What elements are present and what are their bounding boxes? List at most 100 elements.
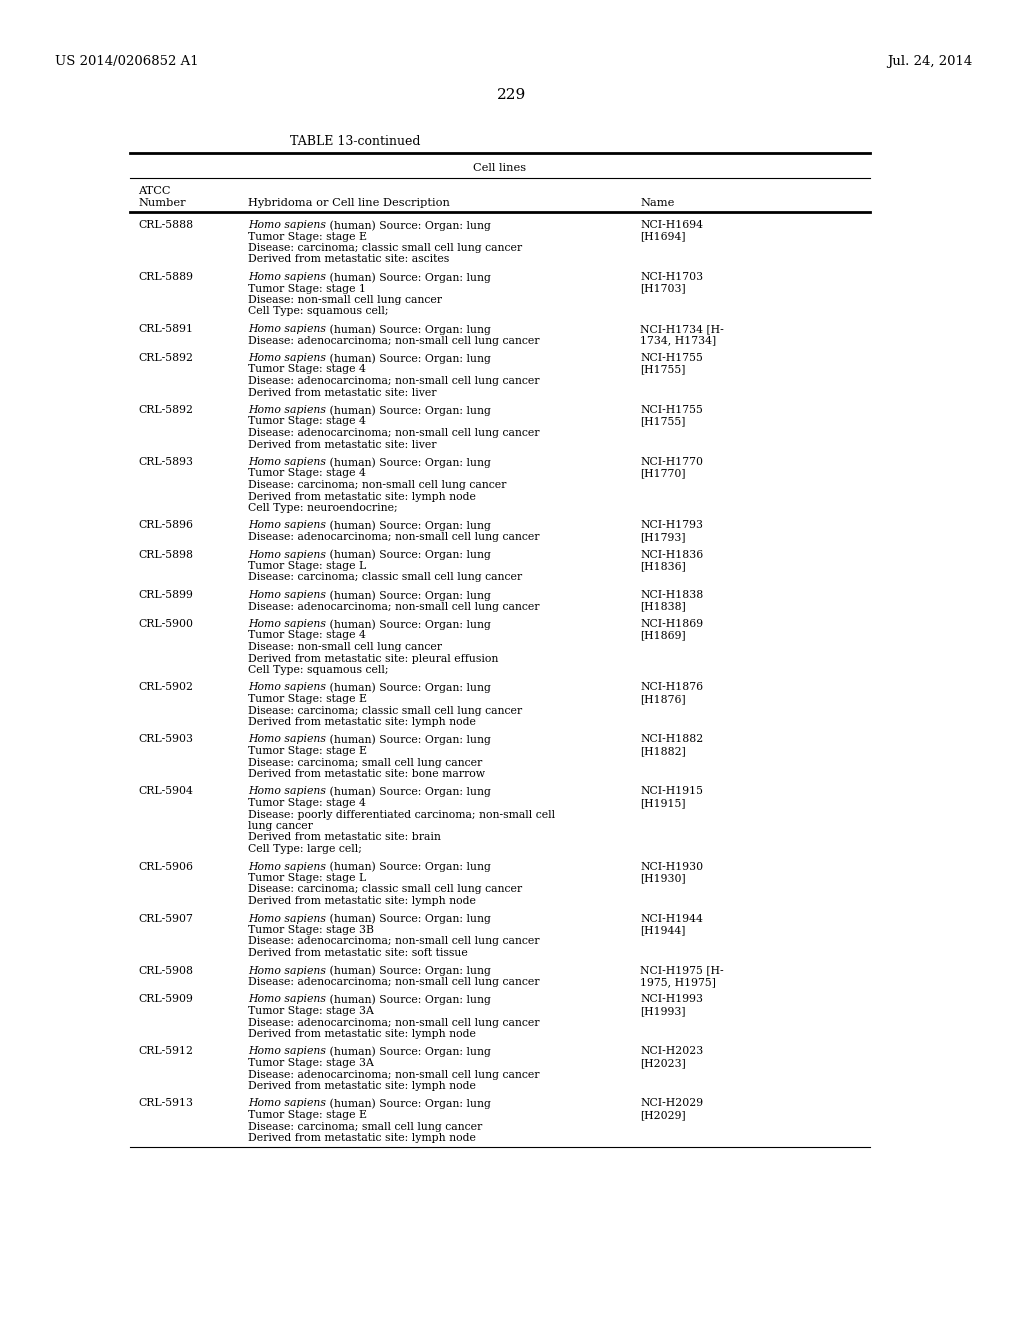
Text: Disease: adenocarcinoma; non-small cell lung cancer: Disease: adenocarcinoma; non-small cell … [248, 376, 540, 385]
Text: (human) Source: Organ: lung: (human) Source: Organ: lung [326, 787, 490, 797]
Text: US 2014/0206852 A1: US 2014/0206852 A1 [55, 55, 199, 69]
Text: Cell Type: neuroendocrine;: Cell Type: neuroendocrine; [248, 503, 397, 513]
Text: CRL-5906: CRL-5906 [138, 862, 193, 871]
Text: [H1793]: [H1793] [640, 532, 685, 543]
Text: [H1755]: [H1755] [640, 364, 685, 375]
Text: Tumor Stage: stage 3A: Tumor Stage: stage 3A [248, 1059, 374, 1068]
Text: (human) Source: Organ: lung: (human) Source: Organ: lung [326, 549, 490, 560]
Text: Derived from metastatic site: bone marrow: Derived from metastatic site: bone marro… [248, 770, 485, 779]
Text: (human) Source: Organ: lung: (human) Source: Organ: lung [326, 590, 490, 601]
Text: Disease: carcinoma; classic small cell lung cancer: Disease: carcinoma; classic small cell l… [248, 884, 522, 895]
Text: Derived from metastatic site: lymph node: Derived from metastatic site: lymph node [248, 1030, 476, 1039]
Text: Disease: adenocarcinoma; non-small cell lung cancer: Disease: adenocarcinoma; non-small cell … [248, 335, 540, 346]
Text: (human) Source: Organ: lung: (human) Source: Organ: lung [326, 220, 490, 231]
Text: NCI-H1944: NCI-H1944 [640, 913, 702, 924]
Text: (human) Source: Organ: lung: (human) Source: Organ: lung [326, 619, 490, 630]
Text: (human) Source: Organ: lung: (human) Source: Organ: lung [326, 520, 490, 531]
Text: 229: 229 [498, 88, 526, 102]
Text: NCI-H1876: NCI-H1876 [640, 682, 703, 693]
Text: Disease: adenocarcinoma; non-small cell lung cancer: Disease: adenocarcinoma; non-small cell … [248, 1018, 540, 1027]
Text: (human) Source: Organ: lung: (human) Source: Organ: lung [326, 734, 490, 744]
Text: lung cancer: lung cancer [248, 821, 313, 832]
Text: Tumor Stage: stage E: Tumor Stage: stage E [248, 231, 367, 242]
Text: NCI-H1793: NCI-H1793 [640, 520, 703, 531]
Text: CRL-5909: CRL-5909 [138, 994, 193, 1005]
Text: NCI-H1993: NCI-H1993 [640, 994, 703, 1005]
Text: (human) Source: Organ: lung: (human) Source: Organ: lung [326, 913, 490, 924]
Text: Disease: carcinoma; classic small cell lung cancer: Disease: carcinoma; classic small cell l… [248, 243, 522, 253]
Text: [H2023]: [H2023] [640, 1059, 686, 1068]
Text: CRL-5912: CRL-5912 [138, 1047, 193, 1056]
Text: Tumor Stage: stage 4: Tumor Stage: stage 4 [248, 469, 366, 479]
Text: NCI-H1694: NCI-H1694 [640, 220, 703, 230]
Text: Homo sapiens: Homo sapiens [248, 457, 326, 467]
Text: NCI-H1734 [H-: NCI-H1734 [H- [640, 323, 724, 334]
Text: TABLE 13-continued: TABLE 13-continued [290, 135, 420, 148]
Text: NCI-H1975 [H-: NCI-H1975 [H- [640, 965, 724, 975]
Text: (human) Source: Organ: lung: (human) Source: Organ: lung [326, 994, 490, 1005]
Text: [H1944]: [H1944] [640, 925, 685, 935]
Text: NCI-H1869: NCI-H1869 [640, 619, 703, 630]
Text: NCI-H1915: NCI-H1915 [640, 787, 703, 796]
Text: (human) Source: Organ: lung: (human) Source: Organ: lung [326, 862, 490, 873]
Text: (human) Source: Organ: lung: (human) Source: Organ: lung [326, 457, 490, 467]
Text: Homo sapiens: Homo sapiens [248, 1047, 326, 1056]
Text: CRL-5900: CRL-5900 [138, 619, 193, 630]
Text: Homo sapiens: Homo sapiens [248, 965, 326, 975]
Text: CRL-5903: CRL-5903 [138, 734, 193, 744]
Text: Disease: carcinoma; non-small cell lung cancer: Disease: carcinoma; non-small cell lung … [248, 480, 507, 490]
Text: Hybridoma or Cell line Description: Hybridoma or Cell line Description [248, 198, 450, 209]
Text: 1975, H1975]: 1975, H1975] [640, 977, 716, 987]
Text: NCI-H1930: NCI-H1930 [640, 862, 703, 871]
Text: Tumor Stage: stage L: Tumor Stage: stage L [248, 561, 367, 572]
Text: [H1838]: [H1838] [640, 602, 686, 611]
Text: Homo sapiens: Homo sapiens [248, 994, 326, 1005]
Text: Tumor Stage: stage L: Tumor Stage: stage L [248, 873, 367, 883]
Text: Tumor Stage: stage E: Tumor Stage: stage E [248, 746, 367, 756]
Text: (human) Source: Organ: lung: (human) Source: Organ: lung [326, 352, 490, 363]
Text: NCI-H1836: NCI-H1836 [640, 549, 703, 560]
Text: [H1836]: [H1836] [640, 561, 686, 572]
Text: Disease: adenocarcinoma; non-small cell lung cancer: Disease: adenocarcinoma; non-small cell … [248, 602, 540, 611]
Text: NCI-H2029: NCI-H2029 [640, 1098, 703, 1109]
Text: Cell Type: large cell;: Cell Type: large cell; [248, 843, 361, 854]
Text: Derived from metastatic site: lymph node: Derived from metastatic site: lymph node [248, 717, 476, 727]
Text: [H1915]: [H1915] [640, 799, 685, 808]
Text: Homo sapiens: Homo sapiens [248, 619, 326, 630]
Text: Disease: carcinoma; small cell lung cancer: Disease: carcinoma; small cell lung canc… [248, 1122, 482, 1131]
Text: (human) Source: Organ: lung: (human) Source: Organ: lung [326, 682, 490, 693]
Text: Tumor Stage: stage 4: Tumor Stage: stage 4 [248, 799, 366, 808]
Text: Name: Name [640, 198, 675, 209]
Text: NCI-H1882: NCI-H1882 [640, 734, 703, 744]
Text: Tumor Stage: stage 3B: Tumor Stage: stage 3B [248, 925, 374, 935]
Text: Homo sapiens: Homo sapiens [248, 323, 326, 334]
Text: CRL-5892: CRL-5892 [138, 352, 193, 363]
Text: Tumor Stage: stage E: Tumor Stage: stage E [248, 694, 367, 704]
Text: Jul. 24, 2014: Jul. 24, 2014 [887, 55, 972, 69]
Text: Derived from metastatic site: ascites: Derived from metastatic site: ascites [248, 255, 450, 264]
Text: [H1882]: [H1882] [640, 746, 686, 756]
Text: [H1755]: [H1755] [640, 417, 685, 426]
Text: [H1930]: [H1930] [640, 873, 686, 883]
Text: Homo sapiens: Homo sapiens [248, 1098, 326, 1109]
Text: Tumor Stage: stage 1: Tumor Stage: stage 1 [248, 284, 366, 293]
Text: CRL-5896: CRL-5896 [138, 520, 193, 531]
Text: Disease: adenocarcinoma; non-small cell lung cancer: Disease: adenocarcinoma; non-small cell … [248, 1069, 540, 1080]
Text: Disease: adenocarcinoma; non-small cell lung cancer: Disease: adenocarcinoma; non-small cell … [248, 428, 540, 438]
Text: Disease: non-small cell lung cancer: Disease: non-small cell lung cancer [248, 294, 442, 305]
Text: Cell Type: squamous cell;: Cell Type: squamous cell; [248, 665, 388, 675]
Text: NCI-H1755: NCI-H1755 [640, 405, 702, 414]
Text: Disease: adenocarcinoma; non-small cell lung cancer: Disease: adenocarcinoma; non-small cell … [248, 977, 540, 987]
Text: Derived from metastatic site: lymph node: Derived from metastatic site: lymph node [248, 896, 476, 906]
Text: NCI-H1838: NCI-H1838 [640, 590, 703, 601]
Text: NCI-H1755: NCI-H1755 [640, 352, 702, 363]
Text: 1734, H1734]: 1734, H1734] [640, 335, 716, 346]
Text: Disease: poorly differentiated carcinoma; non-small cell: Disease: poorly differentiated carcinoma… [248, 809, 555, 820]
Text: CRL-5889: CRL-5889 [138, 272, 193, 282]
Text: (human) Source: Organ: lung: (human) Source: Organ: lung [326, 272, 490, 282]
Text: [H1694]: [H1694] [640, 231, 685, 242]
Text: Derived from metastatic site: brain: Derived from metastatic site: brain [248, 833, 441, 842]
Text: Disease: carcinoma; classic small cell lung cancer: Disease: carcinoma; classic small cell l… [248, 705, 522, 715]
Text: Derived from metastatic site: liver: Derived from metastatic site: liver [248, 440, 436, 450]
Text: Number: Number [138, 198, 185, 209]
